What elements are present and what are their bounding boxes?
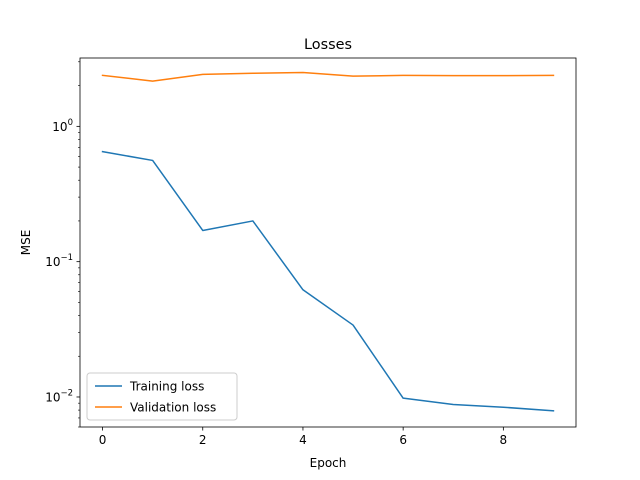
x-tick-label: 4: [299, 433, 307, 447]
series-line-training-loss: [101, 150, 555, 412]
y-tick-exponent: 0: [68, 118, 73, 128]
y-tick-label: 100: [52, 118, 73, 134]
y-axis-label: MSE: [19, 230, 33, 256]
y-tick-base: 10: [45, 255, 60, 269]
x-axis-label: Epoch: [310, 456, 347, 470]
legend-entry-label: Validation loss: [130, 401, 216, 415]
y-tick-label: 10−2: [45, 388, 73, 404]
x-tick-label: 6: [399, 433, 407, 447]
y-tick-base: 10: [52, 120, 67, 134]
y-tick-exponent: −2: [60, 388, 73, 398]
legend-box: [86, 372, 238, 421]
x-tick-label: 0: [99, 433, 107, 447]
series-layer: [101, 71, 555, 412]
x-tick-label: 8: [500, 433, 508, 447]
y-tick-label: 10−1: [45, 253, 73, 269]
legend-entry-label: Training loss: [129, 380, 204, 394]
x-axis: 0 2 4 6 8: [99, 427, 507, 447]
y-tick-exponent: −1: [60, 253, 73, 263]
y-tick-base: 10: [45, 390, 60, 404]
legend: Training loss Validation loss: [86, 372, 238, 421]
axes-frame: [79, 57, 577, 428]
chart-title: Losses: [304, 37, 352, 53]
x-tick-label: 2: [199, 433, 207, 447]
series-line-validation-loss: [101, 71, 555, 82]
